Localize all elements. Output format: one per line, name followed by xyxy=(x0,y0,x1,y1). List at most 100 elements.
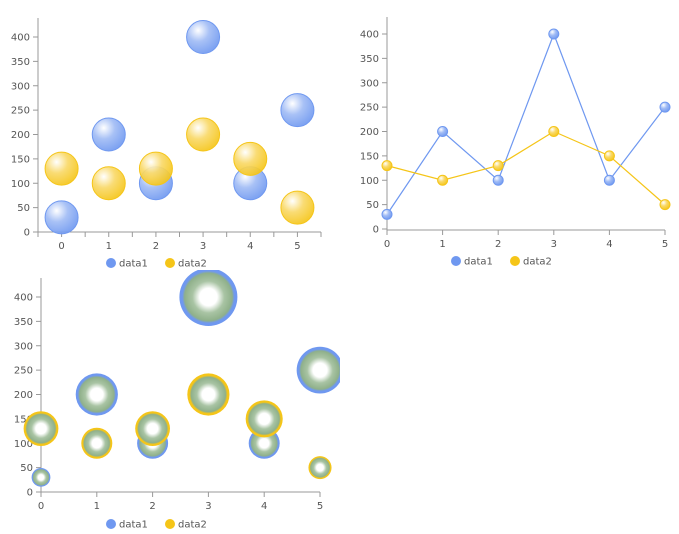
y-tick-label: 250 xyxy=(360,103,379,114)
x-tick-label: 4 xyxy=(261,501,267,512)
point-data1-5[interactable] xyxy=(659,101,671,113)
bubble-data1-3[interactable] xyxy=(186,20,221,54)
sized-bubble-chart: 0 50 100 150 200 250 300 350 400 0 1 2 3 4 5 data1 data2 xyxy=(14,270,340,531)
x-tick-label: 3 xyxy=(551,239,557,250)
x-tick-label: 4 xyxy=(606,239,612,250)
y-tick-label: 150 xyxy=(360,151,379,162)
y-tick-label: 50 xyxy=(366,200,379,211)
y-tick-label: 350 xyxy=(11,57,30,68)
bubble-data1-5[interactable] xyxy=(280,93,315,128)
point-data2-4[interactable] xyxy=(603,150,615,162)
series-data1 xyxy=(381,28,671,220)
y-tick-label: 400 xyxy=(14,293,33,304)
y-tick-label: 150 xyxy=(14,414,33,425)
bubble-data1-1[interactable] xyxy=(75,373,118,416)
bubble-data2-5[interactable] xyxy=(280,190,315,225)
x-tick-label: 3 xyxy=(200,241,206,252)
bubble-data2-3[interactable] xyxy=(186,117,221,152)
legend-item-data1[interactable]: data1 xyxy=(106,258,148,270)
y-tick-label: 0 xyxy=(373,225,379,236)
y-tick-label: 100 xyxy=(14,439,33,450)
legend-item-data2[interactable]: data2 xyxy=(165,519,207,531)
point-data2-3[interactable] xyxy=(548,126,560,137)
bubble-data2-0[interactable] xyxy=(23,411,59,447)
y-tick-label: 250 xyxy=(14,366,33,377)
bubble-data2-4[interactable] xyxy=(233,141,268,176)
bubble-data2-2[interactable] xyxy=(138,151,173,186)
x-tick-label: 3 xyxy=(205,501,211,512)
point-data2-5[interactable] xyxy=(659,199,671,211)
x-tick-label: 0 xyxy=(384,239,390,250)
legend-label-data2: data2 xyxy=(178,520,207,531)
y-tick-label: 100 xyxy=(11,179,30,190)
y-tick-label: 50 xyxy=(17,203,30,214)
bubble-data2-2[interactable] xyxy=(135,411,170,447)
series-data2 xyxy=(381,126,671,211)
bubble-data1-5[interactable] xyxy=(296,346,340,394)
x-tick-label: 1 xyxy=(94,501,100,512)
legend-label-data2: data2 xyxy=(523,257,552,268)
legend-swatch-data1 xyxy=(106,258,116,268)
y-tick-label: 400 xyxy=(11,33,30,44)
bubble-data2-1[interactable] xyxy=(91,166,126,201)
bubble-data2-5[interactable] xyxy=(308,456,332,480)
legend-label-data1: data1 xyxy=(464,257,493,268)
point-data1-3[interactable] xyxy=(548,28,560,40)
x-tick-label: 0 xyxy=(38,501,44,512)
x-tick-label: 2 xyxy=(495,239,501,250)
legend-item-data1[interactable]: data1 xyxy=(451,256,493,268)
point-data1-4[interactable] xyxy=(603,174,615,186)
series-data1 xyxy=(31,270,340,487)
x-tick-label: 2 xyxy=(153,241,159,252)
legend-item-data2[interactable]: data2 xyxy=(510,256,552,268)
point-data2-1[interactable] xyxy=(437,174,449,186)
line-chart: 0 50 100 150 200 250 300 350 400 0 1 2 3 4 5 data1 data2 xyxy=(360,17,671,268)
bubble-data2-1[interactable] xyxy=(81,427,113,459)
y-tick-label: 0 xyxy=(24,228,30,239)
y-tick-label: 300 xyxy=(360,78,379,89)
y-tick-label: 0 xyxy=(27,488,33,499)
bubble-data2-4[interactable] xyxy=(245,400,283,438)
legend-swatch-data1 xyxy=(106,519,116,529)
bubble-data1-0[interactable] xyxy=(31,467,51,487)
y-tick-label: 400 xyxy=(360,30,379,41)
x-tick-label: 5 xyxy=(662,239,668,250)
legend-item-data1[interactable]: data1 xyxy=(106,519,148,531)
legend-swatch-data1 xyxy=(451,256,461,266)
x-tick-label: 1 xyxy=(106,241,112,252)
x-tick-label: 0 xyxy=(58,241,64,252)
point-data1-2[interactable] xyxy=(492,174,504,186)
bubble-data2-3[interactable] xyxy=(187,373,230,416)
legend-label-data1: data1 xyxy=(119,520,148,531)
bubble-data2-0[interactable] xyxy=(44,151,79,186)
point-data1-1[interactable] xyxy=(437,126,449,137)
y-tick-label: 200 xyxy=(11,130,30,141)
series-data2 xyxy=(44,117,315,225)
x-tick-label: 4 xyxy=(247,241,253,252)
y-tick-label: 300 xyxy=(11,81,30,92)
x-tick-label: 5 xyxy=(317,501,323,512)
y-tick-label: 300 xyxy=(14,341,33,352)
bubble-data1-0[interactable] xyxy=(44,200,79,235)
series-data2 xyxy=(23,373,332,480)
legend-item-data2[interactable]: data2 xyxy=(165,258,207,270)
legend-swatch-data2 xyxy=(510,256,520,266)
bubble-data1-1[interactable] xyxy=(91,117,126,152)
x-tick-label: 1 xyxy=(439,239,445,250)
legend-label-data1: data1 xyxy=(119,259,148,270)
y-tick-label: 100 xyxy=(360,176,379,187)
legend-swatch-data2 xyxy=(165,519,175,529)
series-data1 xyxy=(44,20,315,235)
y-tick-label: 200 xyxy=(14,390,33,401)
y-tick-label: 250 xyxy=(11,106,30,117)
point-data2-0[interactable] xyxy=(381,160,393,172)
x-tick-label: 5 xyxy=(294,241,300,252)
bubble-data1-3[interactable] xyxy=(179,270,238,326)
point-data1-0[interactable] xyxy=(381,208,393,220)
y-tick-label: 50 xyxy=(20,463,33,474)
legend-label-data2: data2 xyxy=(178,259,207,270)
y-tick-label: 200 xyxy=(360,127,379,138)
y-tick-label: 150 xyxy=(11,154,30,165)
point-data2-2[interactable] xyxy=(492,160,504,172)
